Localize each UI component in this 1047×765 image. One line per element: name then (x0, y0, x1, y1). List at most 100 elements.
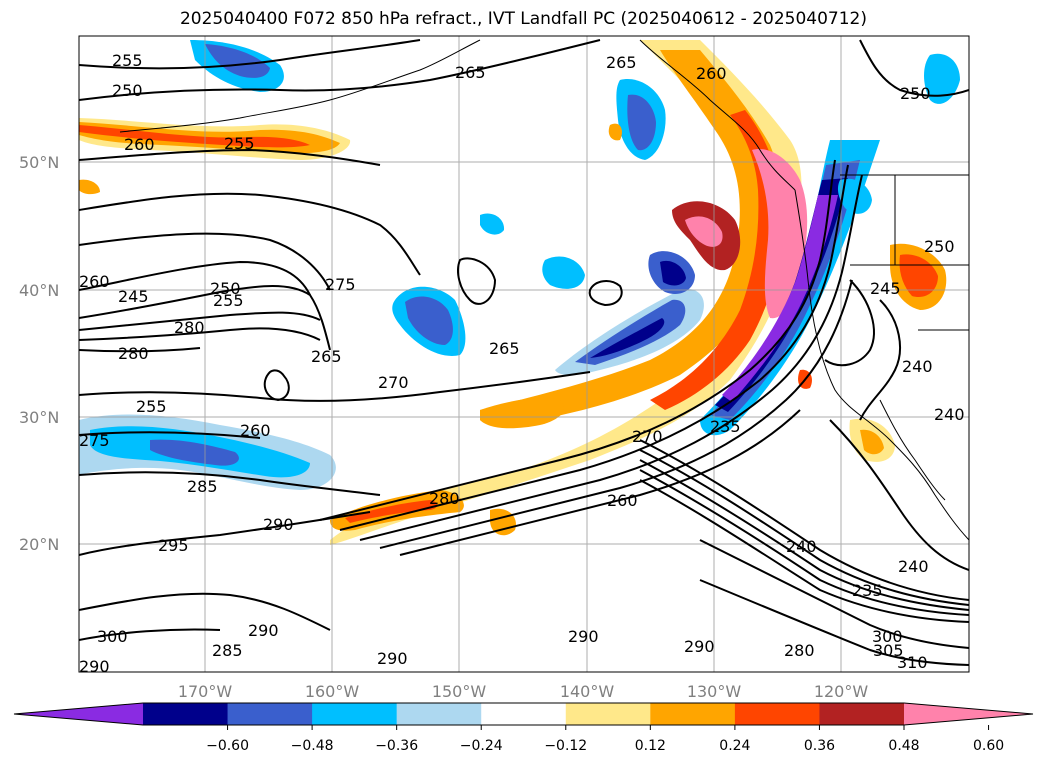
contour-line (457, 257, 497, 305)
contour-line (79, 232, 331, 291)
contour-line (79, 431, 261, 439)
cool-trough-mid (575, 299, 686, 365)
east-warm-patch-2-core (860, 429, 884, 455)
contour-label: 270 (378, 373, 409, 392)
colorbar-extend-max (904, 703, 1033, 725)
contour-line (79, 628, 221, 641)
lat-label: 50°N (19, 153, 59, 172)
contour-label: 290 (684, 637, 715, 656)
contour-label: 265 (489, 339, 520, 358)
lon-label: 170°W (178, 682, 233, 701)
coastline-alaska-panhandle (639, 39, 796, 191)
contour-line (79, 39, 601, 101)
cool-north-streak-core (205, 44, 270, 78)
ar-warm-mid (480, 50, 780, 427)
colorbar-cell (396, 703, 482, 725)
warm-band-north-inner (79, 125, 310, 148)
contour-line (79, 285, 331, 351)
refractivity-contours (79, 39, 969, 666)
ar-warm-core (650, 110, 783, 410)
contour-line (639, 439, 969, 601)
colorbar-tick-label: 0.12 (635, 738, 666, 754)
mid-warm-patch (480, 398, 564, 429)
contour-line (399, 409, 801, 556)
contour-label: 240 (902, 357, 933, 376)
contour-line (79, 327, 321, 341)
contour-label: 280 (429, 489, 460, 508)
contour-label: 290 (79, 657, 110, 676)
cool-trough-core (590, 318, 665, 358)
contour-label: 310 (897, 653, 928, 672)
contour-label: 240 (934, 405, 965, 424)
small-cool-1 (542, 256, 585, 289)
colorbar-tick-label: −0.24 (460, 738, 503, 754)
coastlines (119, 39, 969, 541)
colorbar-cell (143, 703, 229, 725)
contour-label: 290 (263, 515, 294, 534)
colorbar-cell (734, 703, 820, 725)
longitude-labels: 170°W 160°W 150°W 140°W 130°W 120°W (178, 682, 869, 701)
contour-label: 255 (213, 291, 244, 310)
contour-line (79, 311, 321, 331)
contour-label: 300 (872, 627, 903, 646)
contour-label: 285 (212, 641, 243, 660)
contour-line (79, 592, 331, 631)
map-title: 2025040400 F072 850 hPa refract., IVT La… (179, 9, 867, 29)
contour-label: 265 (606, 53, 637, 72)
contour-line (699, 539, 969, 649)
contour-label: 295 (158, 536, 189, 555)
contour-line (79, 347, 201, 353)
map-frame (78, 35, 970, 673)
lon-label: 130°W (687, 682, 742, 701)
contour-line (319, 159, 836, 521)
colorbar-tick-label: 0.36 (804, 738, 835, 754)
colorbar-cell (227, 703, 313, 725)
contour-label: 260 (696, 64, 727, 83)
contour-label: 250 (900, 84, 931, 103)
contour-label: 235 (710, 417, 741, 436)
contour-label: 280 (784, 641, 815, 660)
contour-line (263, 369, 290, 402)
ar-hook-pink (685, 216, 723, 247)
contour-label: 255 (224, 134, 255, 153)
colorbar-cell (565, 703, 651, 725)
contour-line (639, 459, 969, 611)
contour-label: 255 (112, 51, 143, 70)
contour-label: 240 (898, 557, 929, 576)
contour-label: 260 (607, 491, 638, 510)
small-cool-3 (837, 178, 872, 214)
colorbar-tick-label: −0.12 (544, 738, 587, 754)
contour-label: 245 (118, 287, 149, 306)
contour-label: 260 (124, 135, 155, 154)
contour-line (639, 449, 969, 606)
coastline-aleutians (119, 39, 481, 133)
contour-line (699, 579, 969, 666)
colorbar: −0.60 −0.48 −0.36 −0.24 −0.12 0.12 0.24 0.36 0.4… (13, 702, 1034, 754)
contour-line (79, 471, 381, 496)
contour-label: 260 (240, 421, 271, 440)
lat-label: 30°N (19, 408, 59, 427)
cool-blob-ne-core (627, 94, 656, 151)
cool-west-band-core (150, 439, 239, 466)
colorbar-tick-label: −0.36 (375, 738, 418, 754)
colorbar-tick-label: 0.60 (973, 738, 1004, 754)
small-cool-2 (480, 213, 505, 235)
colorbar-tick-label: 0.24 (719, 738, 750, 754)
contour-label: 240 (786, 537, 817, 556)
colorbar-cell (312, 703, 398, 725)
contour-label: 300 (97, 627, 128, 646)
contour-label: 265 (311, 347, 342, 366)
contour-line (79, 371, 591, 402)
contour-label: 290 (248, 621, 279, 640)
contour-label: 250 (210, 279, 241, 298)
contour-line (379, 279, 853, 549)
coastline-baja (879, 399, 946, 501)
cool-blob-central-core (405, 296, 453, 345)
contour-line (339, 164, 849, 531)
contour-label: 280 (118, 344, 149, 363)
colorbar-outline (13, 702, 1034, 726)
cool-blob-ne2-core (660, 260, 686, 286)
contour-labels: 255 250 260 255 265 265 260 250 260 250 … (79, 51, 965, 676)
south-warm-core (345, 500, 438, 523)
contour-label: 305 (873, 641, 904, 660)
